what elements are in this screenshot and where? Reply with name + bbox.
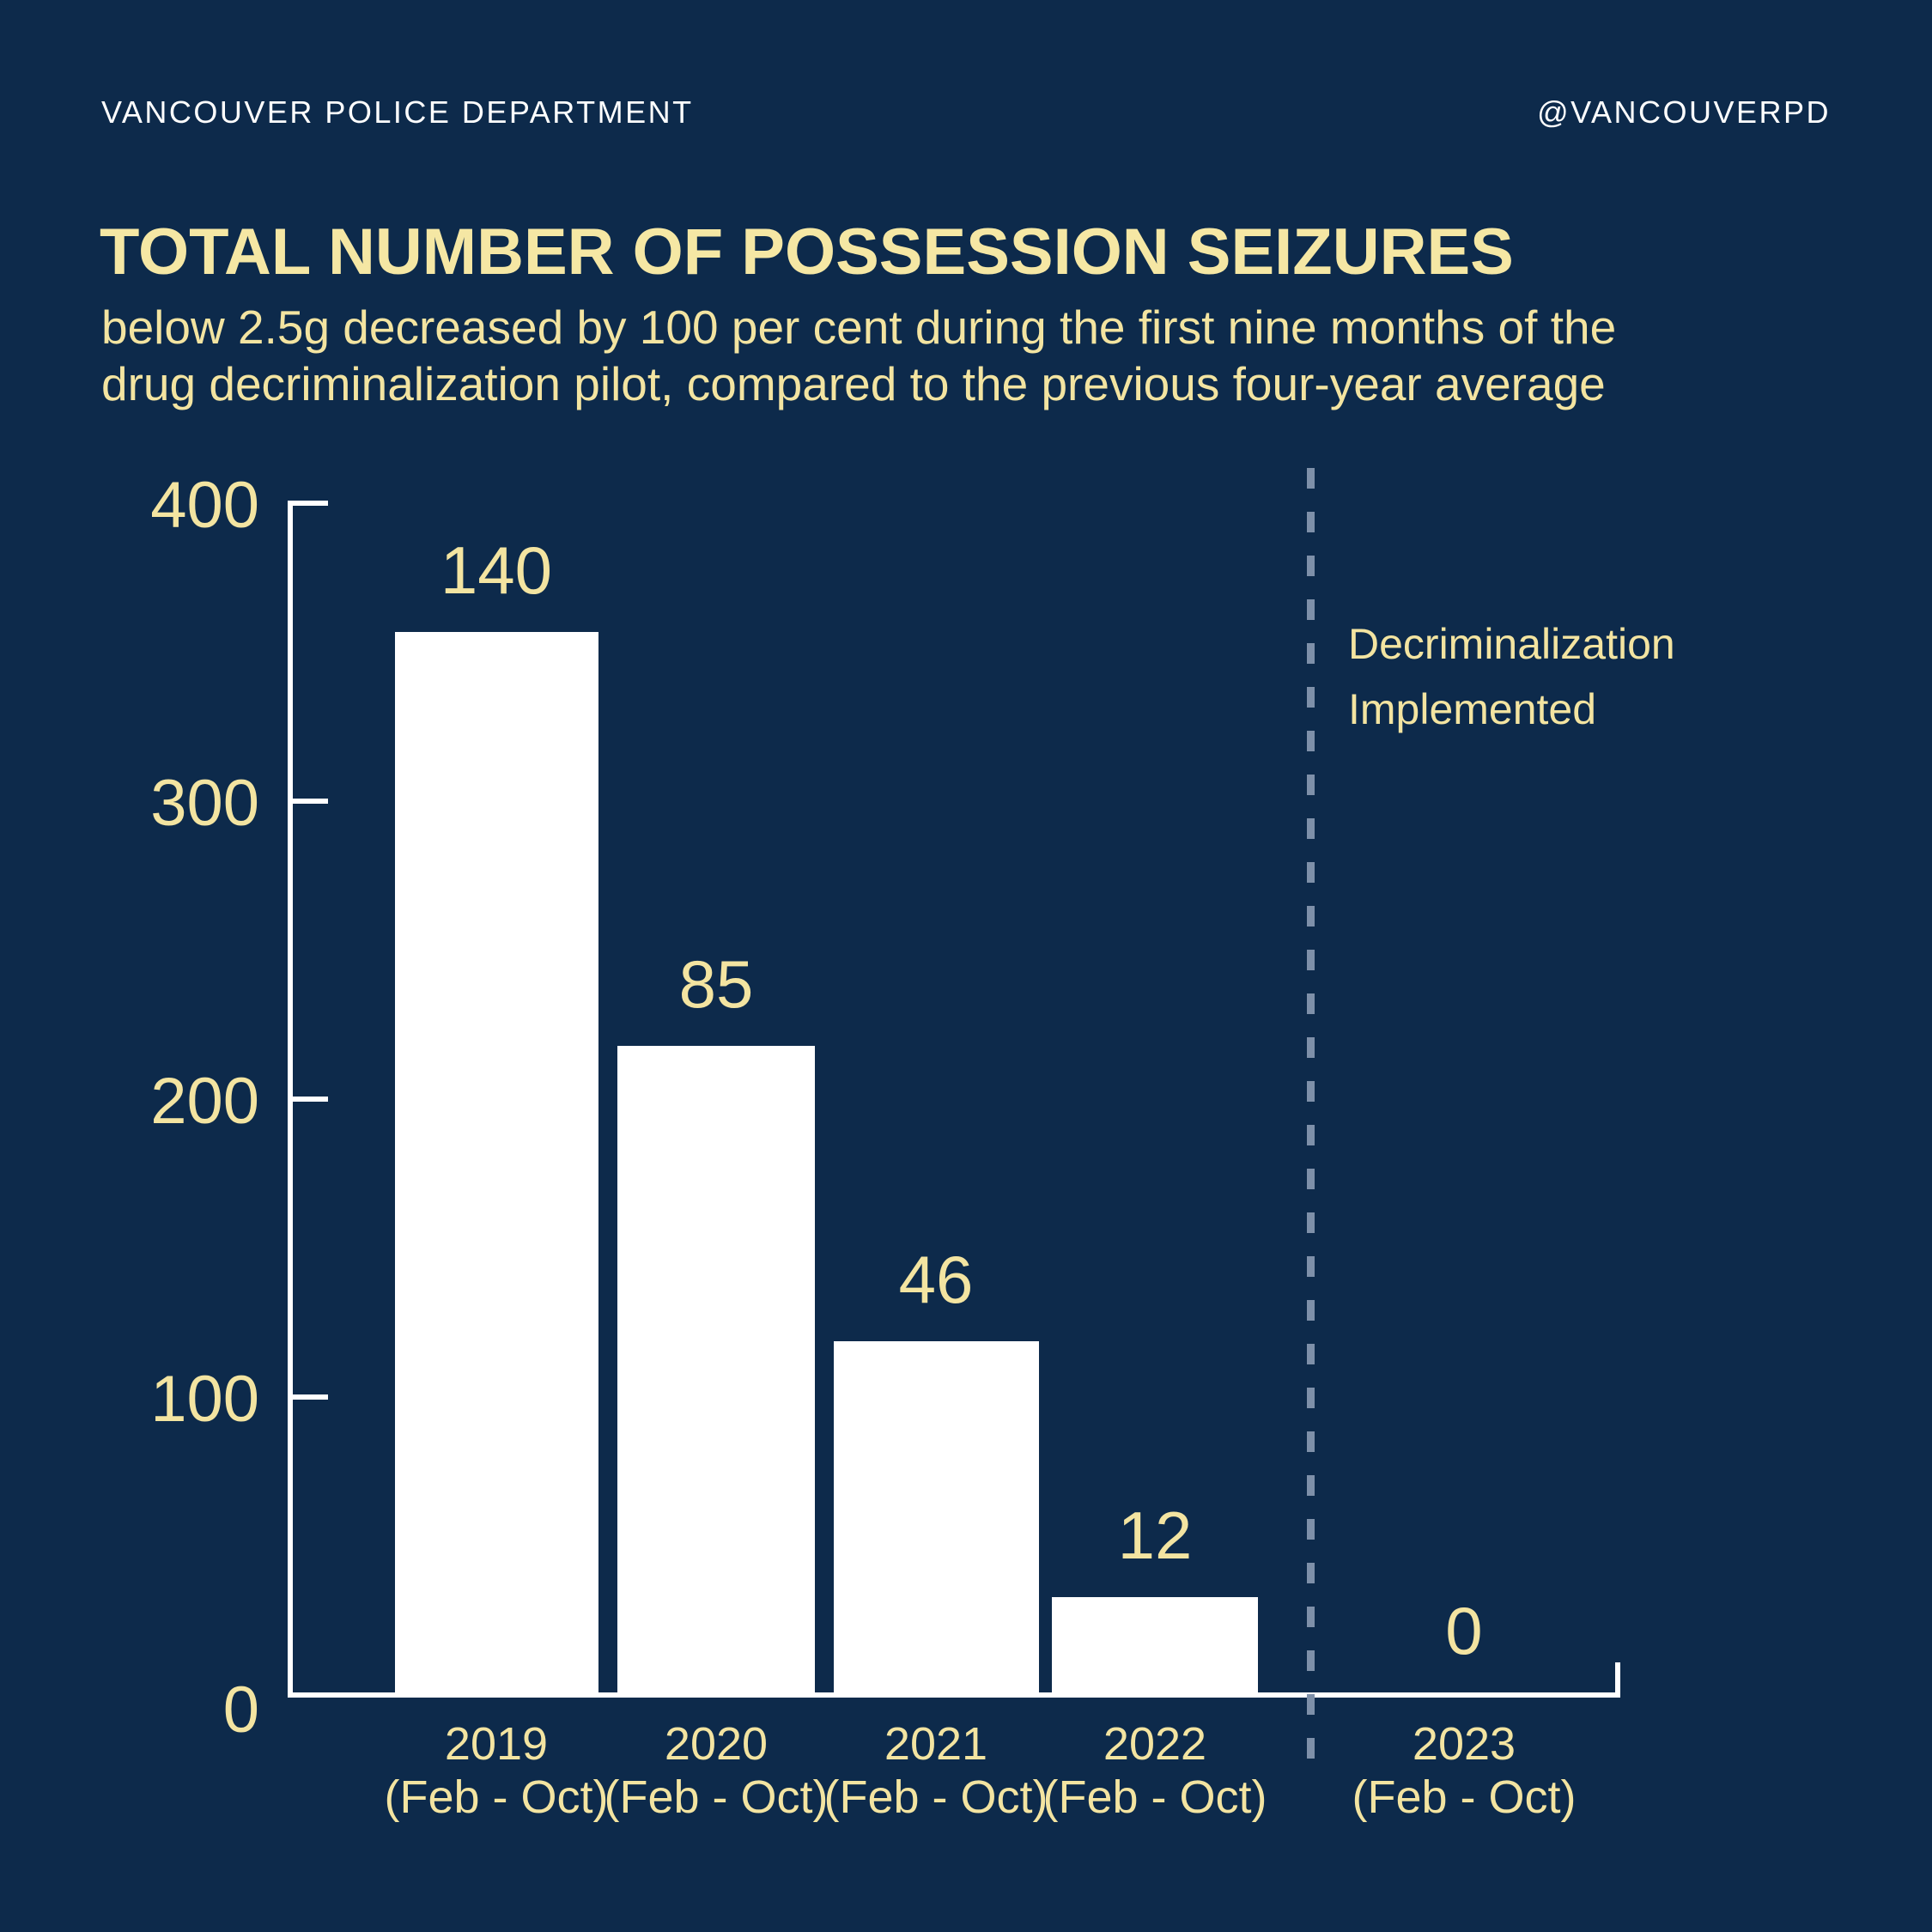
x-axis-label-2020: 2020 (Feb - Oct) (562, 1717, 871, 1824)
x-axis-period-2023: (Feb - Oct) (1352, 1771, 1577, 1823)
social-handle: @VANCOUVERPD (1537, 94, 1831, 130)
y-tick-300 (288, 799, 328, 804)
bar-value-2020: 85 (678, 946, 754, 1022)
y-tick-label-200: 200 (150, 1065, 259, 1138)
bar-value-2019: 140 (440, 532, 553, 608)
x-axis-year-2019: 2019 (444, 1718, 549, 1770)
bar-2020 (617, 1046, 815, 1696)
chart-title: TOTAL NUMBER OF POSSESSION SEIZURES (100, 216, 1514, 289)
decriminalization-annotation-line1: Decriminalization (1348, 620, 1675, 668)
x-axis-year-2023: 2023 (1412, 1718, 1516, 1770)
x-axis-period-2021: (Feb - Oct) (823, 1771, 1048, 1823)
org-name: VANCOUVER POLICE DEPARTMENT (101, 94, 694, 130)
x-axis-label-2021: 2021 (Feb - Oct) (781, 1717, 1091, 1824)
bar-value-2022: 12 (1117, 1497, 1193, 1573)
bar-2022 (1052, 1596, 1258, 1696)
y-tick-200 (288, 1097, 328, 1102)
y-tick-100 (288, 1394, 328, 1400)
decriminalization-annotation: Decriminalization Implemented (1348, 611, 1709, 742)
x-axis-period-2020: (Feb - Oct) (604, 1771, 829, 1823)
chart-subtitle-line1: below 2.5g decreased by 100 per cent dur… (101, 301, 1617, 354)
y-tick-label-400: 400 (150, 469, 259, 542)
chart-subtitle-line2: drug decriminalization pilot, compared t… (101, 357, 1606, 410)
y-tick-label-100: 100 (150, 1363, 259, 1436)
bar-value-2023: 0 (1445, 1593, 1483, 1668)
x-axis-period-2019: (Feb - Oct) (384, 1771, 609, 1823)
x-axis-label-2019: 2019 (Feb - Oct) (342, 1717, 651, 1824)
x-axis-label-2022: 2022 (Feb - Oct) (1000, 1717, 1309, 1824)
y-tick-label-300: 300 (150, 767, 259, 840)
decriminalization-divider-line (1307, 468, 1315, 1776)
bar-2019 (395, 631, 598, 1696)
chart-subtitle: below 2.5g decreased by 100 per cent dur… (101, 299, 1913, 412)
y-tick-label-0: 0 (222, 1674, 259, 1747)
bar-2021 (834, 1340, 1039, 1696)
decriminalization-annotation-line2: Implemented (1348, 685, 1597, 733)
bar-value-2021: 46 (898, 1241, 974, 1317)
x-axis-year-2022: 2022 (1103, 1718, 1207, 1770)
x-axis-year-2020: 2020 (664, 1718, 769, 1770)
x-axis-end-tick (1615, 1662, 1620, 1698)
x-axis-year-2021: 2021 (884, 1718, 988, 1770)
y-tick-400 (288, 501, 328, 506)
x-axis-label-2023: 2023 (Feb - Oct) (1309, 1717, 1619, 1824)
x-axis-period-2022: (Feb - Oct) (1042, 1771, 1267, 1823)
